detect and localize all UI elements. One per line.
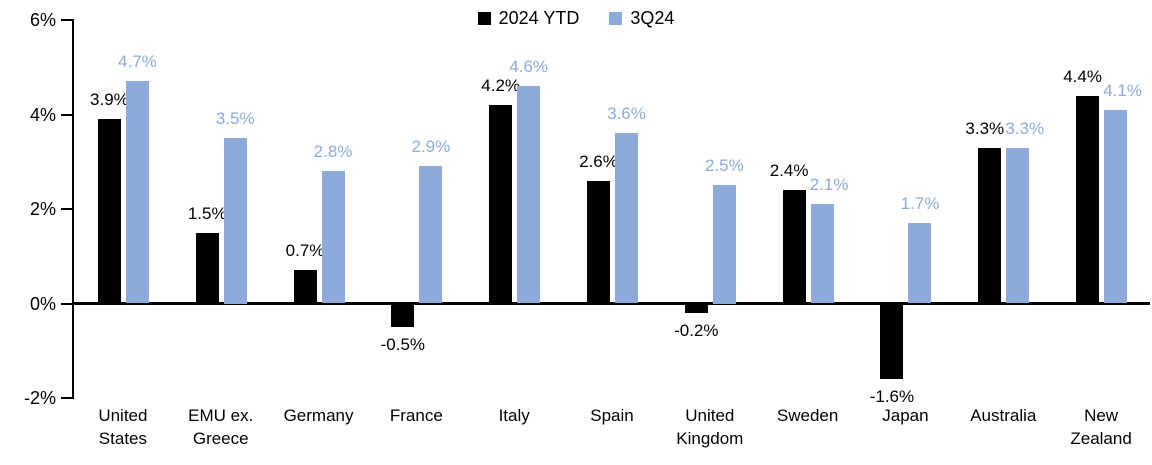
value-label-3q24: 4.6%: [509, 57, 549, 77]
value-label-3q24: 4.7%: [118, 52, 157, 72]
y-tick-label-6: 6%: [29, 10, 56, 30]
y-tick-mark: [61, 19, 72, 21]
bar-3q24: [321, 171, 345, 304]
value-label-2024-ytd: 3.9%: [90, 90, 129, 110]
bar-3q24: [1006, 147, 1030, 304]
bar-2024-ytd: [97, 119, 121, 304]
category-label-italy: Italy: [498, 406, 530, 425]
y-tick-mark: [61, 113, 72, 116]
category-label-sweden: Sweden: [776, 406, 839, 425]
y-tick-label-2: -2%: [23, 388, 56, 408]
category-label-germany: Germany: [283, 406, 354, 425]
value-label-2024-ytd: -0.5%: [380, 335, 426, 355]
value-label-3q24: 1.7%: [900, 194, 940, 214]
y-tick-label-0: 0%: [29, 293, 56, 314]
category-label-japan: Japan: [882, 406, 929, 425]
value-label-3q24: 2.1%: [809, 175, 849, 195]
category-label-spain: Spain: [590, 406, 634, 425]
plot-area: 3.9% 4.7% United States 1.5% 3.5% EMU ex. Gre…: [72, 20, 1150, 448]
bar-3q24: [125, 81, 149, 304]
category-label-emu-ex-greece: EMU ex. Greece: [188, 406, 254, 448]
bar-group-new-zealand: 4.4% 4.1% New Zealand: [1052, 20, 1150, 448]
category-label-new-zealand: New Zealand: [1070, 406, 1132, 448]
value-label-3q24: 3.3%: [1005, 118, 1045, 138]
legend-label-2024-ytd: 2024 YTD: [498, 8, 580, 28]
bar-group-australia: 3.3% 3.3% Australia: [954, 20, 1052, 425]
category-label-france: France: [389, 406, 443, 425]
bar-group-italy: 4.2% 4.6% Italy: [465, 20, 563, 425]
category-label-united-states: United States: [98, 406, 148, 448]
bar-3q24: [517, 86, 541, 304]
bar-2024-ytd: [293, 270, 317, 304]
bar-group-sweden: 2.4% 2.1% Sweden: [759, 20, 857, 425]
value-label-3q24: 3.6%: [607, 104, 646, 124]
value-label-2024-ytd: 2.6%: [579, 151, 618, 171]
value-label-2024-ytd: 4.2%: [481, 76, 521, 96]
bar-3q24: [223, 138, 247, 304]
legend-item-2024-ytd: 2024 YTD: [477, 8, 580, 29]
bar-2024-ytd: [195, 232, 219, 304]
value-label-3q24: 2.8%: [313, 142, 353, 162]
bar-group-germany: 0.7% 2.8% Germany: [270, 20, 368, 425]
bar-group-france: -0.5% 2.9% France: [367, 20, 465, 425]
value-label-3q24: 2.9%: [411, 137, 451, 157]
bar-3q24: [810, 204, 834, 304]
legend-marker-3q24-icon: [609, 12, 623, 25]
bar-2024-ytd: [978, 147, 1002, 304]
bar-2024-ytd: [586, 180, 610, 304]
category-label-australia: Australia: [970, 406, 1037, 425]
bar-group-united-states: 3.9% 4.7% United States: [74, 20, 172, 448]
value-label-2024-ytd: 4.4%: [1063, 66, 1102, 86]
chart-legend: 2024 YTD 3Q24: [0, 8, 1152, 29]
bar-group-spain: 2.6% 3.6% Spain: [563, 20, 661, 425]
value-label-2024-ytd: 0.7%: [285, 241, 325, 261]
value-label-2024-ytd: 2.4%: [769, 161, 809, 181]
legend-label-3q24: 3Q24: [630, 8, 675, 28]
bar-2024-ytd: [782, 190, 806, 304]
legend-marker-2024-ytd-icon: [477, 12, 491, 25]
bar-2024-ytd: [880, 303, 904, 380]
zero-axis-line: [72, 302, 1150, 305]
value-label-2024-ytd: 3.3%: [965, 118, 1005, 138]
y-tick-label-4: 4%: [29, 104, 56, 125]
value-label-2024-ytd: -0.2%: [674, 320, 719, 340]
bar-2024-ytd: [489, 105, 513, 304]
value-label-3q24: 3.5%: [215, 109, 255, 129]
bar-3q24: [419, 166, 443, 304]
y-tick-mark: [61, 397, 72, 399]
y-axis-line: [72, 19, 74, 399]
value-label-3q24: 2.5%: [704, 156, 744, 176]
y-tick-mark: [61, 302, 72, 305]
value-label-3q24: 4.1%: [1103, 80, 1142, 100]
value-label-2024-ytd: 1.5%: [187, 203, 227, 223]
bar-3q24: [614, 133, 638, 304]
bar-3q24: [712, 185, 736, 304]
bar-2024-ytd: [391, 303, 415, 328]
bar-2024-ytd: [684, 303, 708, 313]
bar-group-japan: -1.6% 1.7% Japan: [857, 20, 955, 425]
y-tick-mark: [61, 208, 72, 210]
y-tick-label-2: 2%: [29, 199, 56, 219]
value-label-2024-ytd: -1.6%: [869, 387, 915, 407]
category-label-united-kingdom: United Kingdom: [676, 406, 744, 448]
bar-3q24: [1104, 109, 1128, 304]
bar-group-emu-ex-greece: 1.5% 3.5% EMU ex. Greece: [172, 20, 270, 448]
bar-group-united-kingdom: -0.2% 2.5% United Kingdom: [661, 20, 759, 448]
bar-2024-ytd: [1076, 95, 1100, 304]
legend-item-3q24: 3Q24: [609, 8, 674, 29]
bar-3q24: [908, 223, 932, 304]
